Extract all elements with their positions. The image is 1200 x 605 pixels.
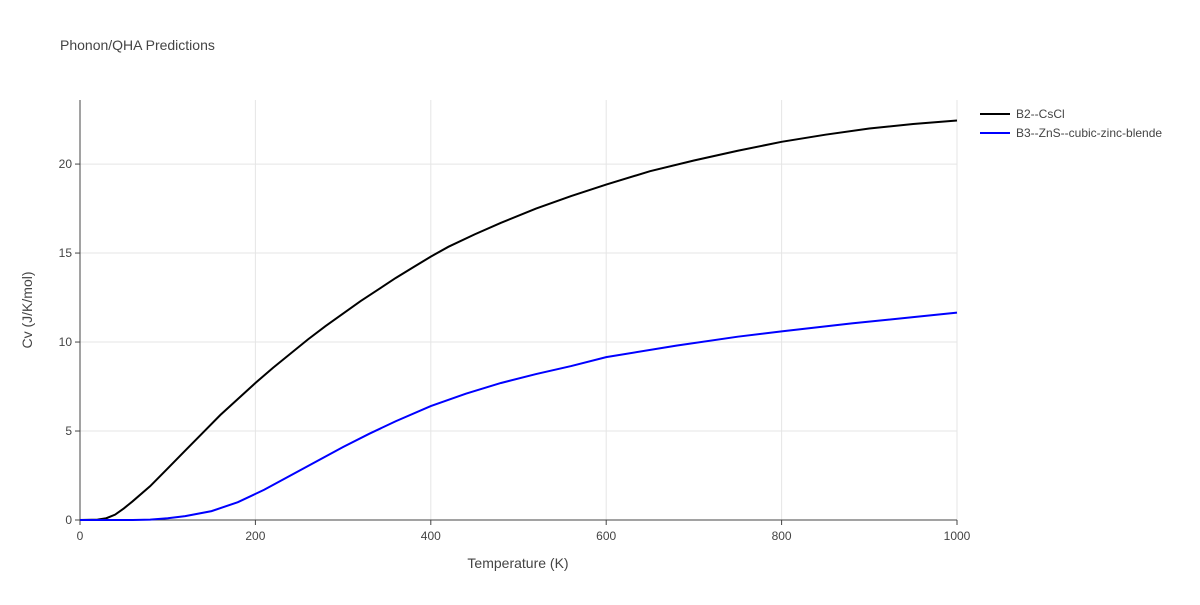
y-tick-label: 5 xyxy=(65,424,72,438)
y-tick-label: 0 xyxy=(65,513,72,527)
x-tick-label: 0 xyxy=(77,529,84,543)
y-tick-label: 15 xyxy=(59,246,73,260)
x-tick-label: 800 xyxy=(772,529,792,543)
y-tick-label: 10 xyxy=(59,335,73,349)
legend-label: B2--CsCl xyxy=(1016,107,1065,121)
x-axis-title: Temperature (K) xyxy=(467,555,568,571)
legend-label: B3--ZnS--cubic-zinc-blende xyxy=(1016,126,1162,140)
y-tick-label: 20 xyxy=(59,157,73,171)
x-tick-label: 400 xyxy=(421,529,441,543)
data-line xyxy=(79,119,958,521)
x-tick-label: 600 xyxy=(596,529,616,543)
x-tick-label: 200 xyxy=(245,529,265,543)
y-axis-title: Cv (J/K/mol) xyxy=(19,272,35,349)
x-tick-label: 1000 xyxy=(944,529,971,543)
chart-title: Phonon/QHA Predictions xyxy=(60,37,215,53)
data-line xyxy=(80,311,958,521)
